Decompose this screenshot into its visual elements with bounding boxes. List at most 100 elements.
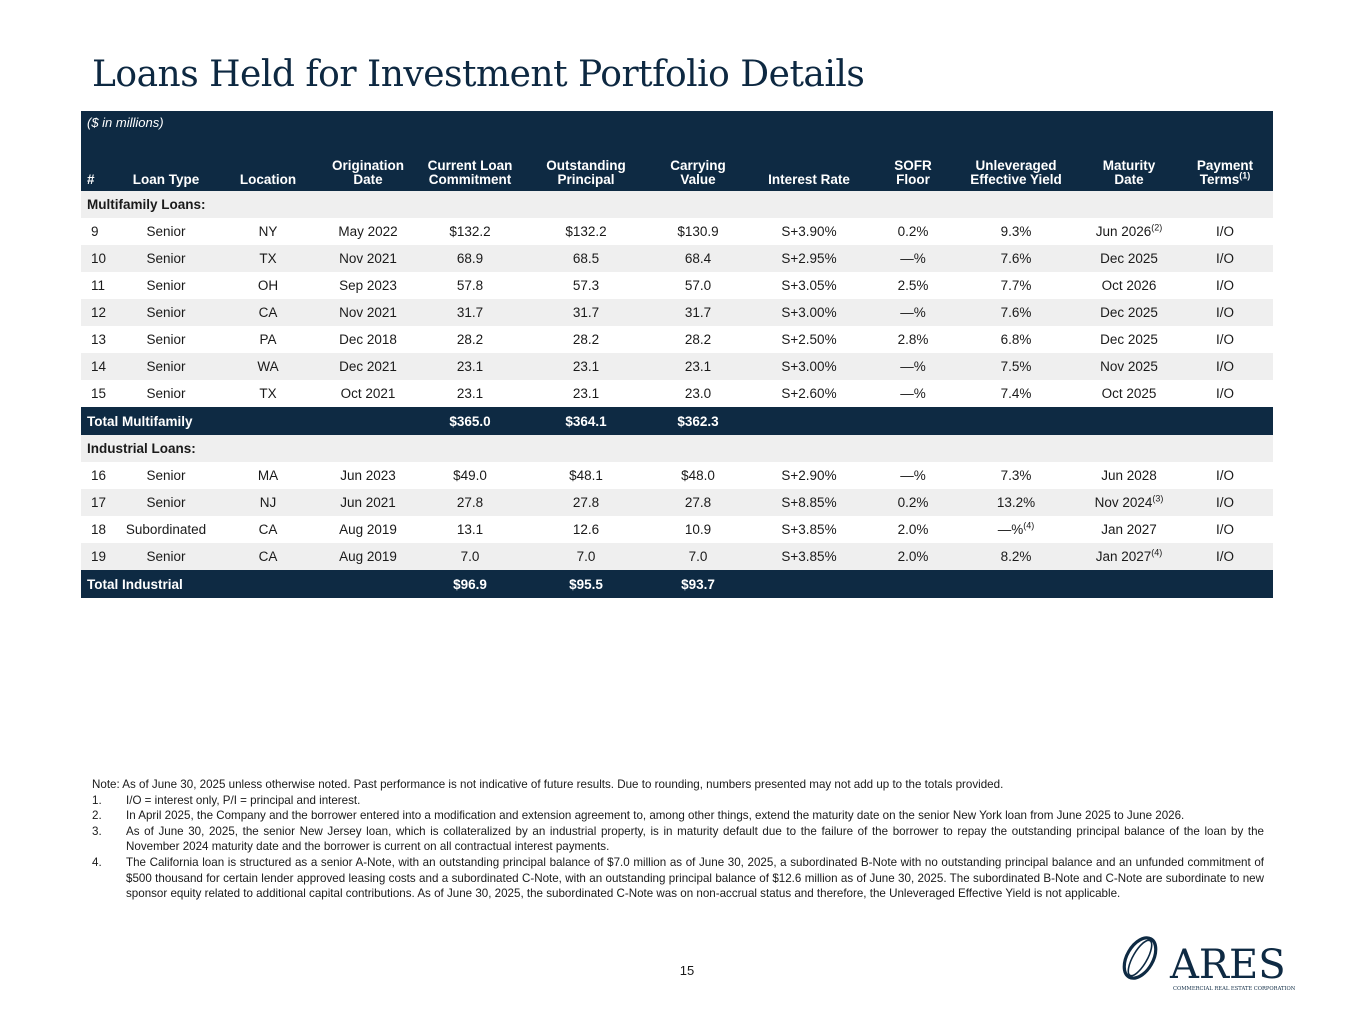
cell-outstanding-principal: $132.2 [565,224,607,239]
cell-location: PA [259,332,277,347]
cell-carrying-value: 7.0 [653,543,743,570]
total-commitment: $96.9 [421,570,519,598]
cell-sofr-floor: —% [900,468,926,483]
cell-effective-yield: —%(4) [997,520,1035,537]
cell-commitment: 23.1 [456,386,484,401]
section-header-row: Industrial Loans: [81,435,1274,462]
col-header-maturity-date: Maturity Date [1081,131,1177,191]
logo-swoosh-icon [1122,936,1158,980]
cell-commitment: $132.2 [449,224,491,239]
col-header-location: Location [221,131,315,191]
cell-commitment: $49.0 [453,468,487,483]
cell-origination-date: Aug 2019 [339,522,397,537]
section-label: Multifamily Loans: [81,191,1274,218]
total-empty [743,407,1274,435]
cell-effective-yield: 8.2% [951,543,1081,570]
cell-effective-yield: 7.7% [1000,278,1032,293]
footnote-intro: Note: As of June 30, 2025 unless otherwi… [92,778,1004,791]
cell-payment-terms: I/O [1216,278,1235,293]
cell-location: CA [221,299,315,326]
cell-payment-terms: I/O [1177,353,1274,380]
cell-loan-number: 18 [91,522,107,537]
cell-outstanding-principal: $48.1 [569,468,603,483]
cell-effective-yield: 9.3% [1000,224,1032,239]
cell-commitment: 7.0 [421,543,519,570]
page-title: Loans Held for Investment Portfolio Deta… [92,54,865,95]
cell-location: NY [258,224,278,239]
cell-sofr-floor: 2.0% [875,543,951,570]
cell-sofr-floor: 0.2% [875,489,951,516]
cell-loan-type: Subordinated [125,522,207,537]
footnote-text: The California loan is structured as a s… [126,855,1264,901]
table-row: 16 Senior MA Jun 2023 $49.0 $48.1 $48.0 S+2.90%… [81,462,1273,489]
footnote-text: As of June 30, 2025, the senior New Jers… [126,824,1264,854]
cell-effective-yield: 7.3% [1000,468,1032,483]
cell-maturity-date: Dec 2025 [1081,299,1177,326]
cell-origination-date: Nov 2021 [315,299,421,326]
cell-maturity-date: Nov 2024(3) [1081,489,1177,516]
col-header-effective-yield: Unleveraged Effective Yield [951,131,1081,191]
footnote-number: 4. [92,855,102,869]
cell-interest-rate: S+3.90% [781,224,837,239]
cell-loan-type: Senior [146,278,186,293]
cell-payment-terms: I/O [1216,468,1235,483]
col-header-origination-date: Origination Date [315,131,421,191]
cell-loan-type: Senior [111,299,221,326]
cell-carrying-value: $130.9 [677,224,719,239]
cell-outstanding-principal: 57.3 [572,278,600,293]
total-empty [743,570,1274,598]
cell-interest-rate: S+2.90% [781,468,837,483]
cell-carrying-value: 28.2 [684,332,712,347]
cell-origination-date: Jun 2021 [315,489,421,516]
total-outstanding-principal: $364.1 [519,407,653,435]
col-header-interest-rate: Interest Rate [743,131,875,191]
cell-location: CA [221,543,315,570]
footnote-text: In April 2025, the Company and the borro… [126,809,1185,823]
cell-sofr-floor: 2.5% [897,278,929,293]
cell-origination-date: Oct 2021 [340,386,396,401]
cell-carrying-value: $48.0 [681,468,715,483]
cell-outstanding-principal: 7.0 [519,543,653,570]
portfolio-table: ($ in millions) # Loan Type Location Ori… [81,111,1274,598]
total-label: Total Industrial [81,570,421,598]
cell-sofr-floor: —% [875,299,951,326]
cell-location: NJ [221,489,315,516]
cell-loan-number: 12 [81,299,111,326]
cell-commitment: 31.7 [421,299,519,326]
cell-effective-yield: 13.2% [951,489,1081,516]
cell-interest-rate: S+2.50% [781,332,837,347]
total-commitment: $365.0 [421,407,519,435]
table-row: 18 Subordinated CA Aug 2019 13.1 12.6 10.9 S+3.… [81,516,1273,543]
col-header-carrying-value: Carrying Value [653,131,743,191]
table-row: 11 Senior OH Sep 2023 57.8 57.3 57.0 S+3.05% 2.5… [81,272,1273,299]
section-label: Industrial Loans: [81,435,1274,462]
cell-effective-yield: 7.5% [951,353,1081,380]
cell-interest-rate: S+3.05% [781,278,837,293]
cell-maturity-date: Dec 2025 [1100,332,1158,347]
cell-maturity-date: Oct 2026 [1101,278,1157,293]
cell-maturity-date: Jan 2027 [1101,522,1157,537]
total-carrying-value: $93.7 [653,570,743,598]
cell-commitment: 28.2 [456,332,484,347]
table-row: 10 Senior TX Nov 2021 68.9 68.5 68.4 S+2.95% —% 7… [81,245,1274,272]
cell-carrying-value: 10.9 [684,522,712,537]
cell-payment-terms: I/O [1177,245,1274,272]
cell-carrying-value: 23.1 [653,353,743,380]
col-header-loan-type: Loan Type [111,131,221,191]
cell-loan-number: 13 [91,332,107,347]
cell-loan-number: 17 [81,489,111,516]
cell-loan-number: 16 [91,468,107,483]
footnote-number: 2. [92,809,102,823]
cell-location: TX [259,386,277,401]
cell-maturity-date: Nov 2025 [1081,353,1177,380]
cell-outstanding-principal: 27.8 [519,489,653,516]
cell-carrying-value: 27.8 [653,489,743,516]
cell-commitment: 23.1 [421,353,519,380]
total-outstanding-principal: $95.5 [519,570,653,598]
footnote-text: I/O = interest only, P/I = principal and… [126,793,361,807]
cell-interest-rate: S+3.85% [781,522,837,537]
cell-maturity-date: Jun 2028 [1101,468,1157,483]
cell-outstanding-principal: 23.1 [572,386,600,401]
cell-origination-date: Dec 2021 [315,353,421,380]
cell-loan-number: 10 [81,245,111,272]
